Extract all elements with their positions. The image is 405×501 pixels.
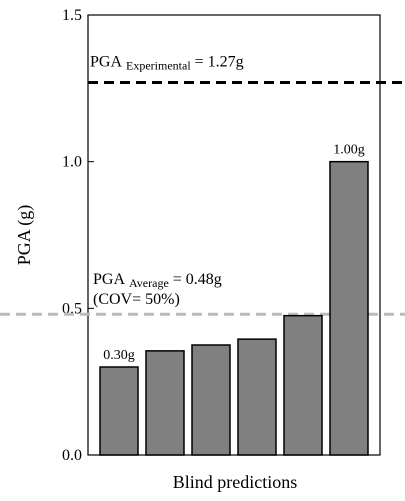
y-tick-label: 1.5 <box>62 7 82 24</box>
bar <box>99 366 139 456</box>
y-tick-label: 1.0 <box>62 154 82 171</box>
reference-text: PGA <box>93 271 125 288</box>
reference-suffix: = 1.27g <box>195 53 244 70</box>
bar <box>237 338 277 456</box>
bar <box>145 350 185 456</box>
plot-frame <box>87 14 381 456</box>
reference-subscript: Experimental <box>126 58 191 72</box>
value-label: 1.00g <box>333 143 365 158</box>
y-axis-label: PGA (g) <box>14 205 35 266</box>
bar <box>329 160 369 456</box>
reference-note: (COV= 50%) <box>93 291 180 308</box>
y-tick-label: 0.0 <box>62 447 82 464</box>
reference-subscript: Average <box>129 276 169 290</box>
reference-label: PGA Average = 0.48g <box>93 271 222 290</box>
bar <box>191 344 231 456</box>
reference-text: PGA <box>90 53 122 70</box>
value-label: 0.30g <box>103 348 135 363</box>
reference-label: PGA Experimental = 1.27g <box>90 53 244 72</box>
reference-suffix: = 0.48g <box>173 271 222 288</box>
bar <box>283 314 323 456</box>
x-axis-label: Blind predictions <box>173 472 298 492</box>
